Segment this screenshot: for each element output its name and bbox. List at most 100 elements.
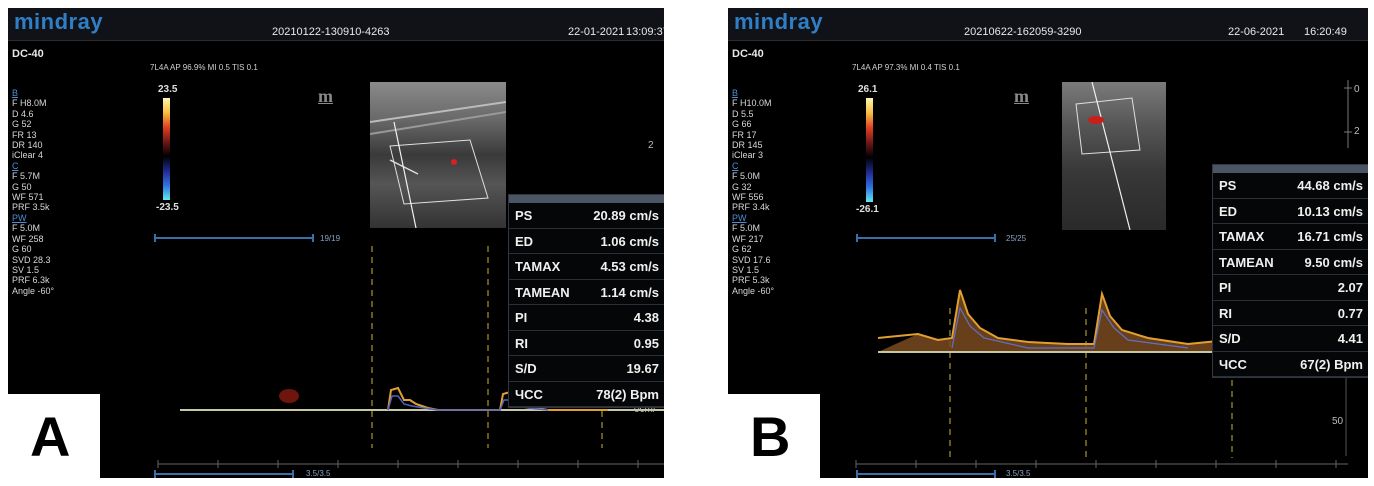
measurement-value: 44.68 cm/s — [1297, 178, 1363, 193]
param-line: iClear 4 — [12, 150, 44, 161]
velocity-tick-0: 0cm/ — [634, 404, 656, 415]
param-section-label: C — [12, 160, 19, 171]
param-section-label: C — [732, 160, 739, 171]
param-line: Angle -60° — [12, 285, 55, 296]
study-id: 20210122-130910-4263 — [272, 26, 390, 38]
depth-tick-2: 2 — [648, 140, 654, 151]
measurement-row: TAMAX 16.71 cm/s — [1213, 224, 1368, 250]
ultrasound-panel-b: mindray 20210622-162059-3290 22-06-2021 … — [728, 8, 1368, 478]
acquisition-info: 7L4A AP 97.3% MI 0.4 TIS 0.1 — [852, 63, 960, 72]
measurement-label: PI — [1219, 280, 1232, 295]
colorbar-max: 23.5 — [158, 84, 178, 95]
exam-date: 22-01-2021 — [568, 26, 625, 38]
measurement-label: S/D — [515, 361, 537, 376]
measurement-table-header — [1213, 165, 1368, 173]
measurement-label: TAMAX — [515, 259, 561, 274]
measurement-row: PS 44.68 cm/s — [1213, 173, 1368, 199]
param-line: FR 13 — [12, 129, 37, 140]
measurement-row: RI 0.77 — [1213, 301, 1368, 326]
depth-tick-0: 0 — [1354, 84, 1360, 95]
param-line: DR 140 — [12, 140, 43, 151]
measurement-row: PI 4.38 — [509, 305, 664, 331]
param-line: F 5.0M — [12, 223, 41, 234]
depth-tick-2: 2 — [1354, 126, 1360, 137]
measurement-label: ED — [1219, 203, 1238, 219]
cine-slider-bottom[interactable] — [856, 470, 996, 478]
sweep-speed: 3.5/3.5 — [306, 469, 331, 478]
param-line: PRF 6.3k — [12, 275, 50, 286]
velocity-tick-50: 50 — [1332, 416, 1344, 427]
param-line: WF 217 — [732, 233, 764, 244]
measurement-label: ED — [515, 233, 534, 249]
param-line: F H10.0M — [732, 98, 772, 109]
bmode-overlay — [1075, 82, 1141, 230]
param-section-label: B — [732, 88, 739, 98]
measurement-row: ЧСС 67(2) Bpm — [1213, 352, 1368, 377]
m-marker-icon: m — [1014, 86, 1029, 106]
param-line: F 5.0M — [732, 223, 761, 234]
param-line: WF 571 — [12, 192, 44, 203]
cine-slider-bottom[interactable] — [154, 470, 294, 478]
param-line: G 50 — [12, 181, 32, 192]
param-line: DR 145 — [732, 140, 763, 151]
param-line: G 52 — [12, 119, 32, 130]
measurement-label: TAMEAN — [1219, 254, 1274, 270]
param-line: WF 556 — [732, 192, 764, 203]
param-line: D 5.5 — [732, 108, 754, 119]
measurement-label: PS — [1219, 178, 1237, 193]
measurement-value: 20.89 cm/s — [593, 208, 659, 223]
param-line: F 5.7M — [12, 171, 41, 182]
measurement-value: 0.77 — [1337, 305, 1363, 321]
acquisition-info: 7L4A AP 96.9% MI 0.5 TIS 0.1 — [150, 63, 258, 72]
measurement-table-header — [509, 195, 664, 203]
panel-label: A — [30, 405, 71, 468]
param-line: G 66 — [732, 119, 752, 130]
measurement-row: S/D 19.67 — [509, 356, 664, 382]
param-line: Angle -60° — [732, 285, 775, 296]
measurement-row: TAMAX 4.53 cm/s — [509, 254, 664, 280]
cine-slider-top[interactable] — [154, 234, 314, 242]
header-bar: mindray 20210622-162059-3290 22-06-2021 … — [728, 8, 1368, 41]
sweep-speed: 3.5/3.5 — [1006, 469, 1031, 478]
measurement-row: PI 2.07 — [1213, 275, 1368, 301]
param-line: D 4.6 — [12, 108, 34, 119]
measurement-value: 1.14 cm/s — [600, 284, 659, 300]
cine-frame-counter: 25/25 — [1006, 234, 1027, 243]
mindray-logo: mindray — [14, 9, 104, 34]
mindray-logo: mindray — [734, 9, 824, 34]
study-id: 20210622-162059-3290 — [964, 26, 1082, 38]
param-section-label: PW — [732, 212, 747, 223]
probe-label: DC-40 — [12, 48, 44, 60]
measurement-value: 1.06 cm/s — [600, 233, 659, 249]
param-line: PRF 3.4k — [732, 202, 770, 213]
ultrasound-panel-a: mindray 20210122-130910-4263 22-01-2021 … — [8, 8, 664, 478]
param-line: SV 1.5 — [12, 264, 40, 275]
param-line: G 60 — [12, 244, 32, 255]
exam-time: 16:20:49 — [1304, 26, 1347, 38]
measurement-value: 10.13 cm/s — [1297, 203, 1363, 219]
measurement-row: TAMEAN 1.14 cm/s — [509, 280, 664, 305]
header-bar: mindray 20210122-130910-4263 22-01-2021 … — [8, 8, 664, 41]
measurement-label: RI — [515, 335, 528, 351]
measurement-row: TAMEAN 9.50 cm/s — [1213, 250, 1368, 275]
measurement-table: PS 44.68 cm/s ED 10.13 cm/s TAMAX 16.71 cm/s T… — [1212, 164, 1368, 378]
param-line: F H8.0M — [12, 98, 47, 109]
bmode-overlay — [370, 101, 506, 228]
param-line: SVD 28.3 — [12, 254, 51, 265]
measurement-value: 4.53 cm/s — [600, 259, 659, 274]
param-line: SV 1.5 — [732, 264, 760, 275]
param-line: F 5.0M — [732, 171, 761, 182]
param-line: FR 17 — [732, 129, 757, 140]
measurement-label: TAMEAN — [515, 284, 570, 300]
exam-time: 13:09:37 — [626, 26, 664, 38]
measurement-value: 67(2) Bpm — [1300, 356, 1363, 372]
measurement-label: TAMAX — [1219, 229, 1265, 244]
measurement-label: ЧСС — [1219, 356, 1247, 372]
measurement-value: 0.95 — [633, 335, 659, 351]
param-line: G 32 — [732, 181, 752, 192]
measurement-row: ED 1.06 cm/s — [509, 229, 664, 254]
measurement-row: S/D 4.41 — [1213, 326, 1368, 352]
cine-slider-top[interactable] — [856, 234, 996, 242]
param-line: WF 258 — [12, 233, 44, 244]
